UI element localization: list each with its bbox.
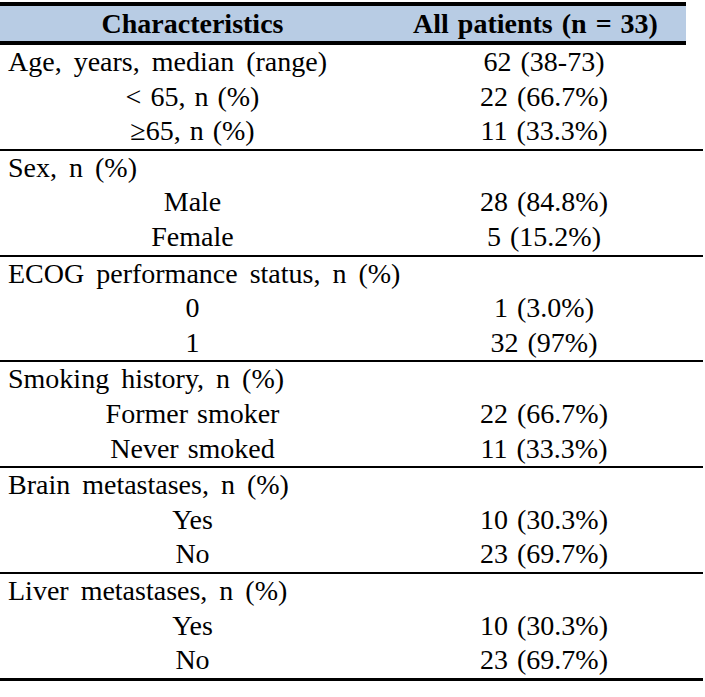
row-value	[385, 151, 703, 186]
row-label: Male	[0, 185, 385, 220]
table-row-smoking: Smoking history, n (%)	[0, 360, 703, 397]
row-value: 23 (69.7%)	[385, 537, 703, 572]
characteristics-table: Characteristics All patients (n = 33) Ag…	[0, 2, 703, 681]
row-value: 32 (97%)	[385, 326, 703, 361]
row-value: 22 (66.7%)	[385, 397, 703, 432]
row-label: Sex, n (%)	[0, 151, 385, 186]
row-label: Smoking history, n (%)	[0, 362, 385, 397]
row-label: Female	[0, 220, 385, 255]
row-value: 10 (30.3%)	[385, 609, 703, 644]
header-all-patients: All patients (n = 33)	[385, 6, 686, 41]
row-label: ECOG performance status, n (%)	[0, 257, 385, 292]
table-row-liver-metastases: Liver metastases, n (%)	[0, 572, 703, 609]
row-value: 62 (38-73)	[385, 45, 703, 80]
row-label: No	[0, 537, 385, 572]
row-value	[385, 257, 703, 292]
row-label: Yes	[0, 503, 385, 538]
row-value: 28 (84.8%)	[385, 185, 703, 220]
table-row-smoking-never: Never smoked 11 (33.3%)	[0, 432, 703, 467]
row-label: 1	[0, 326, 385, 361]
table-row-ecog-1: 1 32 (97%)	[0, 326, 703, 361]
table-row-smoking-former: Former smoker 22 (66.7%)	[0, 397, 703, 432]
row-label: 0	[0, 291, 385, 326]
table-body: Age, years, median (range) 62 (38-73) < …	[0, 45, 703, 681]
table-row-age-under65: < 65, n (%) 22 (66.7%)	[0, 80, 703, 115]
row-value	[385, 362, 703, 397]
table-row-sex: Sex, n (%)	[0, 149, 703, 186]
row-label: ≥65, n (%)	[0, 114, 385, 149]
row-label: < 65, n (%)	[0, 80, 385, 115]
row-label: Brain metastases, n (%)	[0, 468, 385, 503]
row-value	[385, 574, 703, 609]
table-row-brain-yes: Yes 10 (30.3%)	[0, 503, 703, 538]
row-value: 5 (15.2%)	[385, 220, 703, 255]
table-header-row: Characteristics All patients (n = 33)	[0, 2, 686, 45]
table-row-liver-yes: Yes 10 (30.3%)	[0, 609, 703, 644]
table-row-age-over65: ≥65, n (%) 11 (33.3%)	[0, 114, 703, 149]
row-value: 1 (3.0%)	[385, 291, 703, 326]
row-label: Never smoked	[0, 432, 385, 467]
row-label: Age, years, median (range)	[0, 45, 385, 80]
table-row-brain-metastases: Brain metastases, n (%)	[0, 466, 703, 503]
row-label: Liver metastases, n (%)	[0, 574, 385, 609]
table-row-ecog: ECOG performance status, n (%)	[0, 255, 703, 292]
row-label: Yes	[0, 609, 385, 644]
row-value: 10 (30.3%)	[385, 503, 703, 538]
table-row-liver-no: No 23 (69.7%)	[0, 643, 703, 678]
table-row-brain-no: No 23 (69.7%)	[0, 537, 703, 572]
row-value: 22 (66.7%)	[385, 80, 703, 115]
row-value: 11 (33.3%)	[385, 114, 703, 149]
patient-characteristics-table-page: Characteristics All patients (n = 33) Ag…	[0, 0, 705, 697]
table-row-age: Age, years, median (range) 62 (38-73)	[0, 45, 703, 80]
row-value: 23 (69.7%)	[385, 643, 703, 678]
row-value	[385, 468, 703, 503]
row-label: Former smoker	[0, 397, 385, 432]
table-row-sex-male: Male 28 (84.8%)	[0, 185, 703, 220]
row-label: No	[0, 643, 385, 678]
header-characteristics: Characteristics	[0, 6, 385, 41]
row-value: 11 (33.3%)	[385, 432, 703, 467]
table-row-sex-female: Female 5 (15.2%)	[0, 220, 703, 255]
table-row-ecog-0: 0 1 (3.0%)	[0, 291, 703, 326]
